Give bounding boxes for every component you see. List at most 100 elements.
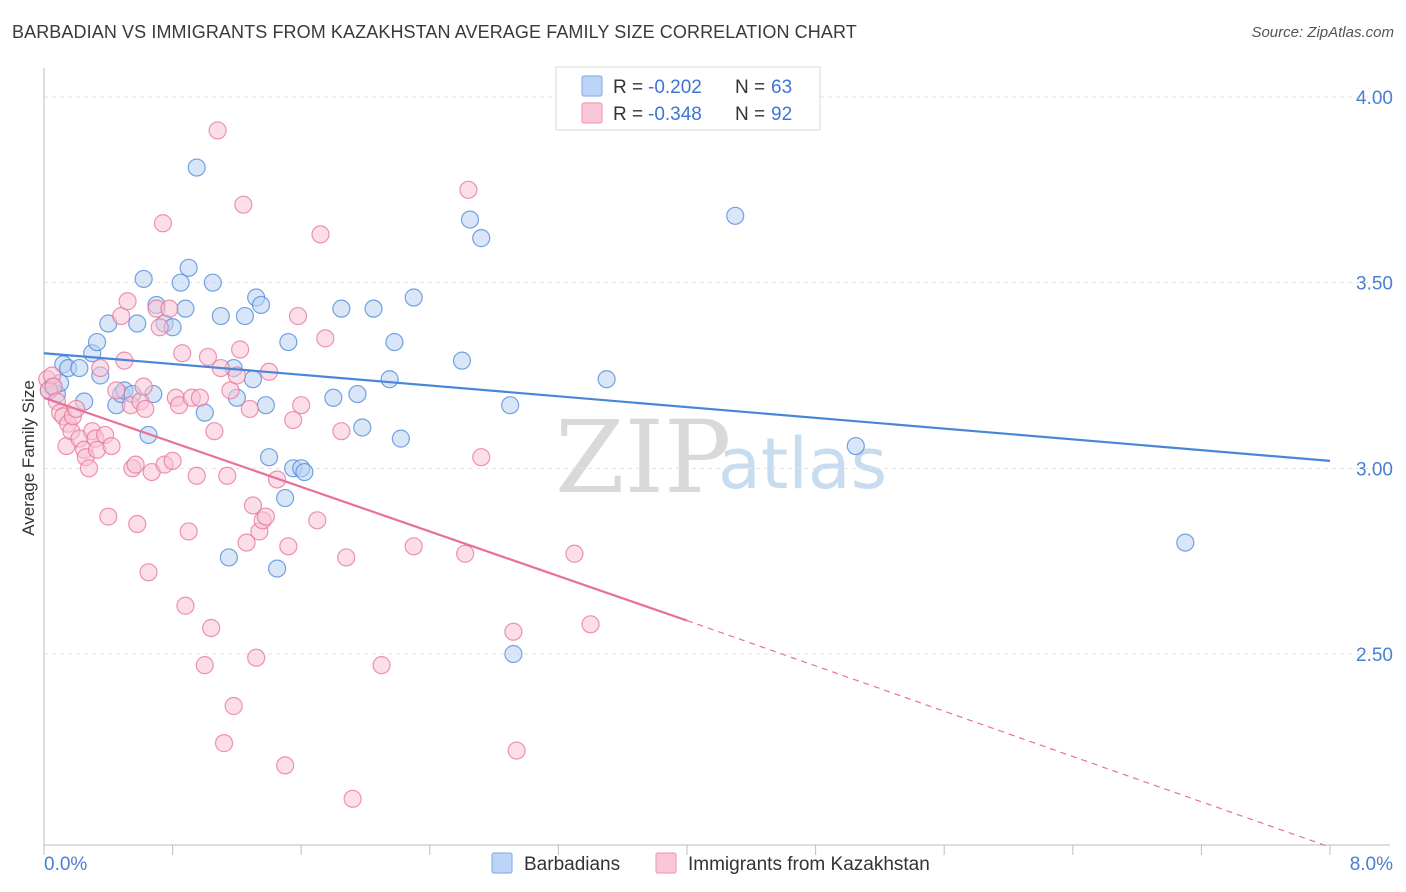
data-point (846, 436, 865, 456)
y-axis-label: Average Family Size (19, 380, 38, 536)
legend-label-barbadians: Barbadians (524, 854, 620, 875)
data-point (279, 332, 298, 352)
data-point (343, 789, 362, 808)
trend-line (43, 352, 1331, 463)
data-point (79, 459, 99, 478)
data-point (211, 306, 230, 326)
data-point (385, 332, 404, 352)
grid-lines (44, 96, 1390, 655)
data-point (99, 507, 118, 526)
data-point (565, 544, 584, 563)
data-point (150, 318, 169, 337)
legend-swatch-barbadians (491, 852, 513, 874)
data-point (276, 488, 295, 508)
data-point (139, 563, 158, 582)
series-kazakhstan-points (38, 121, 600, 808)
data-point (107, 381, 126, 400)
watermark-zip: ZIP (555, 399, 731, 516)
data-point (507, 741, 526, 760)
data-point (163, 451, 182, 471)
data-point (202, 618, 221, 638)
data-point (581, 615, 600, 634)
legend-r-label: R = (613, 77, 643, 98)
data-point (160, 299, 179, 318)
data-point (234, 195, 253, 214)
y-tick-label: 4.00 (1356, 88, 1393, 109)
data-point (173, 344, 192, 363)
data-point (353, 418, 372, 437)
data-point (44, 377, 63, 396)
data-point (171, 273, 190, 292)
data-point (128, 314, 147, 333)
data-point (136, 399, 155, 419)
data-point (240, 399, 259, 419)
data-point (726, 206, 745, 225)
data-point (295, 462, 314, 482)
data-point (256, 396, 275, 415)
data-point (126, 455, 145, 474)
x-tick-label: 0.0% (44, 854, 87, 875)
data-point (332, 422, 351, 441)
data-point (205, 422, 224, 441)
data-point (364, 299, 383, 318)
tick-labels: 2.50 3.00 3.50 4.00 0.0% 8.0% (44, 88, 1393, 875)
data-point (118, 292, 137, 311)
data-point (316, 329, 335, 348)
data-point (372, 656, 391, 675)
data-point (251, 295, 271, 315)
correlation-legend: R = -0.202 N = 63 R = -0.348 N = 92 (555, 66, 821, 131)
data-point (128, 514, 147, 534)
data-point (91, 358, 110, 378)
chart-title: BARBADIAN VS IMMIGRANTS FROM KAZAKHSTAN … (12, 22, 857, 42)
legend-r-value: -0.202 (648, 77, 702, 98)
data-point (288, 306, 308, 326)
watermark-atlas: atlas (718, 423, 887, 505)
data-point (504, 622, 523, 641)
data-point (380, 370, 399, 389)
y-tick-label: 3.00 (1356, 459, 1393, 480)
y-tick-label: 2.50 (1356, 645, 1393, 666)
legend-r-label: R = (613, 104, 643, 125)
data-point (218, 466, 237, 485)
x-tick-label: 8.0% (1350, 854, 1393, 875)
data-point (501, 396, 520, 415)
data-point (176, 299, 195, 318)
data-point (597, 370, 616, 389)
data-point (456, 544, 475, 563)
legend-n-label: N = (735, 104, 765, 125)
data-point (231, 340, 250, 359)
data-point (472, 229, 491, 248)
data-point (337, 548, 356, 567)
data-point (404, 288, 423, 307)
trend-line (43, 396, 688, 622)
data-point (179, 522, 198, 541)
data-point (224, 696, 243, 716)
data-point (311, 225, 330, 244)
data-point (203, 273, 222, 292)
data-point (198, 347, 218, 367)
data-point (267, 559, 287, 578)
data-point (237, 533, 256, 552)
data-point (235, 306, 255, 326)
data-point (391, 429, 410, 448)
data-point (219, 548, 238, 567)
data-point (243, 496, 263, 515)
data-point (404, 537, 423, 556)
data-point (284, 410, 303, 430)
data-point (208, 121, 227, 140)
watermark: ZIP atlas (555, 399, 887, 516)
data-point (87, 332, 107, 352)
data-point (348, 384, 367, 404)
data-point (504, 644, 523, 664)
data-point (70, 358, 89, 378)
data-point (292, 396, 311, 415)
data-point (452, 351, 472, 370)
data-point (179, 258, 198, 277)
trend-lines (43, 352, 1331, 848)
legend-r-value: -0.348 (648, 104, 702, 125)
data-point (214, 734, 234, 753)
data-point (227, 366, 246, 385)
y-tick-label: 3.50 (1356, 274, 1393, 295)
data-point (176, 596, 195, 615)
